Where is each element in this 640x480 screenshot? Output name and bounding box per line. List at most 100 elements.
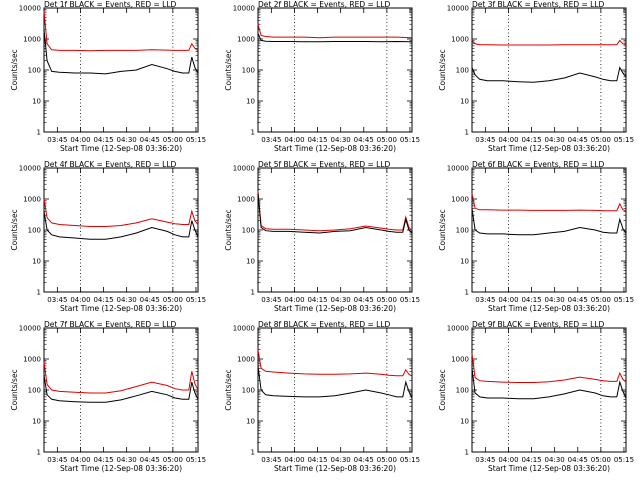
y-tick-label: 100: [456, 67, 469, 75]
panel-title: Det 6f BLACK = Events, RED = LLD: [472, 160, 605, 169]
x-axis-label: Start Time (12-Sep-08 03:36:20): [488, 464, 610, 473]
lld-series-line: [257, 349, 413, 377]
x-tick-label: 04:45: [354, 296, 374, 304]
x-tick-label: 04:15: [93, 136, 113, 144]
x-tick-label: 05:15: [400, 456, 420, 464]
x-tick-label: 04:45: [140, 136, 160, 144]
x-tick-label: 05:00: [163, 296, 183, 304]
panel-title: Det 3f BLACK = Events, RED = LLD: [472, 0, 605, 9]
x-tick-label: 04:15: [307, 456, 327, 464]
x-tick-label: 05:00: [591, 296, 611, 304]
x-tick-label: 04:00: [498, 136, 518, 144]
y-tick-label: 10: [246, 98, 255, 106]
x-tick-label: 03:45: [475, 456, 495, 464]
y-tick-label: 1000: [451, 196, 469, 204]
lld-series-line: [471, 353, 627, 383]
detector-panel: Det 4f BLACK = Events, RED = LLD 1 10 100 10…: [10, 160, 206, 313]
x-tick-label: 05:00: [591, 136, 611, 144]
y-tick-label: 1: [251, 449, 255, 457]
x-tick-label: 04:45: [354, 136, 374, 144]
plot-frame: [43, 167, 199, 293]
y-tick-label: 10000: [447, 5, 469, 13]
lld-series-line: [471, 39, 627, 46]
x-tick-label: 03:45: [47, 456, 67, 464]
x-tick-label: 04:00: [498, 296, 518, 304]
x-tick-label: 04:00: [284, 136, 304, 144]
y-tick-label: 10000: [233, 325, 255, 333]
y-axis-label: Counts/sec: [224, 369, 233, 410]
y-tick-label: 1: [251, 289, 255, 297]
x-tick-label: 05:00: [591, 456, 611, 464]
y-tick-label: 100: [456, 227, 469, 235]
x-tick-label: 04:45: [140, 456, 160, 464]
y-tick-label: 100: [28, 67, 41, 75]
x-tick-label: 05:00: [377, 296, 397, 304]
plot-frame: [43, 7, 199, 133]
x-axis-label: Start Time (12-Sep-08 03:36:20): [274, 464, 396, 473]
x-tick-label: 03:45: [261, 456, 281, 464]
x-tick-label: 04:45: [354, 456, 374, 464]
y-tick-label: 10000: [19, 325, 41, 333]
x-tick-label: 03:45: [47, 136, 67, 144]
y-tick-label: 1000: [23, 36, 41, 44]
y-tick-label: 1000: [23, 196, 41, 204]
y-tick-label: 10: [32, 418, 41, 426]
x-tick-label: 04:30: [117, 136, 137, 144]
y-tick-label: 100: [28, 387, 41, 395]
x-tick-label: 05:00: [377, 136, 397, 144]
x-tick-label: 05:00: [163, 456, 183, 464]
y-axis-label: Counts/sec: [438, 49, 447, 90]
y-tick-label: 1: [465, 129, 469, 137]
x-tick-label: 04:15: [521, 296, 541, 304]
events-series-line: [257, 33, 413, 43]
x-axis-label: Start Time (12-Sep-08 03:36:20): [274, 304, 396, 313]
detector-panel: Det 2f BLACK = Events, RED = LLD 1 10 100 10…: [224, 0, 420, 153]
x-tick-label: 03:45: [261, 296, 281, 304]
panel-title: Det 2f BLACK = Events, RED = LLD: [258, 0, 391, 9]
x-tick-label: 04:00: [70, 136, 90, 144]
y-tick-label: 10000: [233, 5, 255, 13]
y-tick-label: 10000: [19, 165, 41, 173]
x-axis-label: Start Time (12-Sep-08 03:36:20): [60, 144, 182, 153]
x-tick-label: 04:30: [331, 136, 351, 144]
y-tick-label: 1000: [451, 356, 469, 364]
y-tick-label: 10000: [233, 165, 255, 173]
x-tick-label: 05:00: [377, 456, 397, 464]
events-series-line: [471, 368, 627, 400]
x-axis-label: Start Time (12-Sep-08 03:36:20): [488, 304, 610, 313]
detector-panel: Det 8f BLACK = Events, RED = LLD 1 10 100 10…: [224, 320, 420, 473]
y-tick-label: 10: [246, 258, 255, 266]
y-tick-label: 10: [460, 98, 469, 106]
x-tick-label: 04:45: [568, 296, 588, 304]
y-tick-label: 1: [37, 129, 41, 137]
x-tick-label: 05:15: [400, 136, 420, 144]
y-tick-label: 10000: [447, 165, 469, 173]
panel-title: Det 1f BLACK = Events, RED = LLD: [44, 0, 177, 9]
lld-series-line: [43, 198, 199, 227]
events-series-line: [257, 193, 413, 234]
plot-frame: [257, 327, 413, 453]
y-axis-label: Counts/sec: [10, 209, 19, 250]
y-axis-label: Counts/sec: [10, 49, 19, 90]
panel-title: Det 4f BLACK = Events, RED = LLD: [44, 160, 177, 169]
x-tick-label: 04:45: [140, 296, 160, 304]
x-tick-label: 04:15: [93, 296, 113, 304]
x-tick-label: 04:00: [70, 296, 90, 304]
x-tick-label: 05:15: [186, 296, 206, 304]
events-series-line: [43, 211, 199, 240]
x-axis-label: Start Time (12-Sep-08 03:36:20): [60, 304, 182, 313]
x-tick-label: 05:15: [186, 456, 206, 464]
x-tick-label: 04:30: [117, 456, 137, 464]
x-tick-label: 04:45: [568, 456, 588, 464]
y-tick-label: 1: [37, 449, 41, 457]
detector-panel: Det 9f BLACK = Events, RED = LLD 1 10 100 10…: [438, 320, 634, 473]
panel-title: Det 5f BLACK = Events, RED = LLD: [258, 160, 391, 169]
x-tick-label: 03:45: [475, 136, 495, 144]
y-tick-label: 100: [242, 227, 255, 235]
events-series-line: [43, 29, 199, 75]
y-axis-label: Counts/sec: [224, 49, 233, 90]
y-tick-label: 10000: [19, 5, 41, 13]
events-series-line: [43, 375, 199, 403]
y-tick-label: 10: [460, 418, 469, 426]
